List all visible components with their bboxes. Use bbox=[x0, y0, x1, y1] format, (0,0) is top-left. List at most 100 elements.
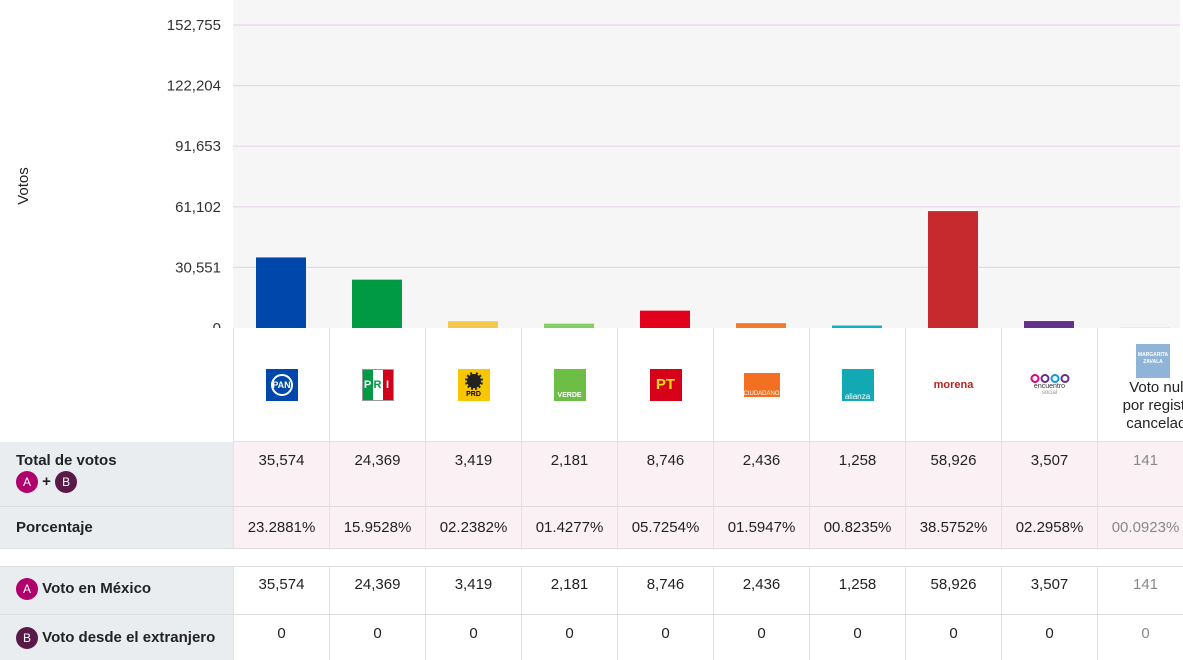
bar-pt[interactable] bbox=[640, 310, 690, 328]
mexico-value-cell: 35,574 bbox=[233, 566, 329, 614]
bar-encuentro-social[interactable] bbox=[1024, 321, 1074, 328]
totals-value-cell: 58,926 bbox=[905, 442, 1001, 506]
totals-value-cell: 8,746 bbox=[617, 442, 713, 506]
party-cell-verde[interactable]: VERDE bbox=[521, 328, 617, 442]
bar-nueva-alianza[interactable] bbox=[832, 325, 882, 328]
mexico-value-cell: 2,436 bbox=[713, 566, 809, 614]
totals-value-cell: 35,574 bbox=[233, 442, 329, 506]
extranjero-value-cell: 0 bbox=[905, 614, 1001, 660]
percentages-value-cell: 01.4277% bbox=[521, 506, 617, 548]
party-cell-pt[interactable]: PT bbox=[617, 328, 713, 442]
extranjero-value-cell: 0 bbox=[425, 614, 521, 660]
totals-value-cell: 2,436 bbox=[713, 442, 809, 506]
mexico-value-cell: 24,369 bbox=[329, 566, 425, 614]
pri-logo: P R I bbox=[361, 368, 394, 401]
separator-line bbox=[0, 566, 1183, 567]
badge-b-extranjero: B bbox=[16, 627, 38, 649]
extranjero-value-cell: 0 bbox=[809, 614, 905, 660]
party-logo-row: PAN P R I PRD VERDE PT CIUDADANO alianza bbox=[0, 328, 1183, 442]
plot-background bbox=[233, 0, 1180, 328]
extranjero-value-cell: 0 bbox=[1001, 614, 1097, 660]
percentages-value-cell: 00.0923% bbox=[1097, 506, 1183, 548]
separator-line bbox=[0, 614, 1183, 615]
badge-a-mexico: A bbox=[16, 578, 38, 600]
total-votes-label: Total de votos A + B bbox=[0, 442, 233, 506]
bar-pan[interactable] bbox=[256, 257, 306, 328]
mexico-value-cell: 2,181 bbox=[521, 566, 617, 614]
totals-value-cell: 3,507 bbox=[1001, 442, 1097, 506]
badge-a: A bbox=[16, 471, 38, 493]
totals-value-cell: 141 bbox=[1097, 442, 1183, 506]
plus-sign: + bbox=[42, 472, 51, 490]
movimiento-ciudadano-logo: CIUDADANO bbox=[743, 372, 780, 397]
percentage-label: Porcentaje bbox=[0, 506, 233, 548]
percentages-value-cell: 01.5947% bbox=[713, 506, 809, 548]
mexico-value-cell: 58,926 bbox=[905, 566, 1001, 614]
pri-letter-p: P bbox=[362, 369, 373, 400]
y-tick-label: 0 bbox=[213, 320, 221, 330]
mexico-value-cell: 8,746 bbox=[617, 566, 713, 614]
percentage-row: Porcentaje 23.2881% 15.9528% 02.2382% 01.42… bbox=[0, 506, 1183, 548]
voto-nulo-label: Voto nulo por registro cancelado bbox=[1122, 379, 1183, 432]
encuentro-social-logo: encuentro social bbox=[1030, 373, 1069, 396]
totals-value-cell: 3,419 bbox=[425, 442, 521, 506]
badge-b: B bbox=[55, 471, 78, 493]
pri-letter-i: I bbox=[382, 369, 393, 400]
percentages-value-cell: 38.5752% bbox=[905, 506, 1001, 548]
y-axis-title: Votos bbox=[15, 167, 32, 205]
party-cell-morena[interactable]: morena bbox=[905, 328, 1001, 442]
y-tick-label: 152,755 bbox=[167, 17, 221, 34]
bar-verde[interactable] bbox=[544, 323, 594, 328]
morena-logo: morena bbox=[933, 378, 974, 391]
mexico-value-cell: 3,419 bbox=[425, 566, 521, 614]
extranjero-label: B Voto desde el extranjero bbox=[0, 614, 233, 660]
party-cell-nueva-alianza[interactable]: alianza bbox=[809, 328, 905, 442]
extranjero-value-cell: 0 bbox=[713, 614, 809, 660]
vote-bar-chart: 0 30,551 61,102 91,653 122,204 152,755 Votos bbox=[15, 0, 1180, 330]
totals-value-cell: 1,258 bbox=[809, 442, 905, 506]
extranjero-value-cell: 0 bbox=[1097, 614, 1183, 660]
bar-morena[interactable] bbox=[928, 211, 978, 328]
prd-logo: PRD bbox=[457, 368, 490, 401]
margarita-zavala-logo: MARGARITA ZAVALA bbox=[1136, 344, 1170, 378]
y-tick-label: 91,653 bbox=[175, 138, 221, 155]
chart-svg: 0 30,551 61,102 91,653 122,204 152,755 Votos bbox=[15, 17, 1180, 330]
party-cell-encuentro-social[interactable]: encuentro social bbox=[1001, 328, 1097, 442]
mexico-value-cell: 3,507 bbox=[1001, 566, 1097, 614]
percentages-value-cell: 05.7254% bbox=[617, 506, 713, 548]
encuentro-dots-icon bbox=[1030, 373, 1069, 383]
party-cell-voto-nulo[interactable]: MARGARITA ZAVALA Voto nulo por registro … bbox=[1097, 328, 1183, 442]
total-votes-row: Total de votos A + B 35,574 24,369 3,419 2,… bbox=[0, 442, 1183, 506]
mexico-value-cell: 1,258 bbox=[809, 566, 905, 614]
pri-letter-r: R bbox=[372, 369, 383, 400]
extranjero-value-cell: 0 bbox=[521, 614, 617, 660]
nueva-alianza-logo: alianza bbox=[841, 368, 874, 401]
percentages-value-cell: 00.8235% bbox=[809, 506, 905, 548]
percentages-value-cell: 15.9528% bbox=[329, 506, 425, 548]
mexico-label: A Voto en México bbox=[0, 566, 233, 614]
results-table: PAN P R I PRD VERDE PT CIUDADANO alianza bbox=[0, 328, 1183, 660]
mexico-value-cell: 141 bbox=[1097, 566, 1183, 614]
bar-prd[interactable] bbox=[448, 321, 498, 328]
bar-pri[interactable] bbox=[352, 279, 402, 328]
party-cell-prd[interactable]: PRD bbox=[425, 328, 521, 442]
percentages-value-cell: 23.2881% bbox=[233, 506, 329, 548]
extranjero-value-cell: 0 bbox=[329, 614, 425, 660]
extranjero-value-cell: 0 bbox=[617, 614, 713, 660]
mexico-row: A Voto en México 35,574 24,369 3,419 2,181 8… bbox=[0, 566, 1183, 614]
y-tick-label: 30,551 bbox=[175, 259, 221, 276]
extranjero-value-cell: 0 bbox=[233, 614, 329, 660]
percentages-value-cell: 02.2382% bbox=[425, 506, 521, 548]
y-tick-label: 122,204 bbox=[167, 78, 221, 95]
totals-value-cell: 24,369 bbox=[329, 442, 425, 506]
bar-movimiento-ciudadano[interactable] bbox=[736, 323, 786, 328]
verde-logo: VERDE bbox=[553, 368, 586, 401]
spacer-row bbox=[0, 548, 1183, 566]
prd-sun-icon bbox=[464, 371, 483, 390]
party-cell-mc[interactable]: CIUDADANO bbox=[713, 328, 809, 442]
separator-line bbox=[0, 548, 1183, 549]
party-cell-pri[interactable]: P R I bbox=[329, 328, 425, 442]
pan-logo: PAN bbox=[265, 368, 298, 401]
party-cell-pan[interactable]: PAN bbox=[233, 328, 329, 442]
